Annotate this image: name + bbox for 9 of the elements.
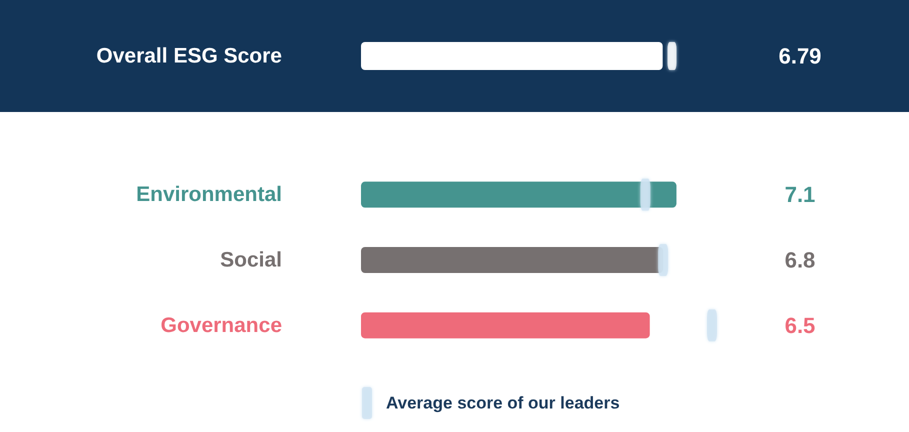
data-label: 7.1	[784, 182, 816, 208]
data-label: 6.79	[778, 44, 822, 68]
y-tick-label: Social	[220, 248, 282, 272]
y-tick-label: Governance	[160, 314, 282, 337]
data-label: 6.8	[784, 248, 816, 272]
y-tick-label: Environmental	[136, 183, 282, 206]
data-label: 6.5	[784, 312, 816, 338]
legend-label: Average score of our leaders	[386, 394, 620, 412]
y-tick-label: Overall ESG Score	[96, 44, 282, 68]
